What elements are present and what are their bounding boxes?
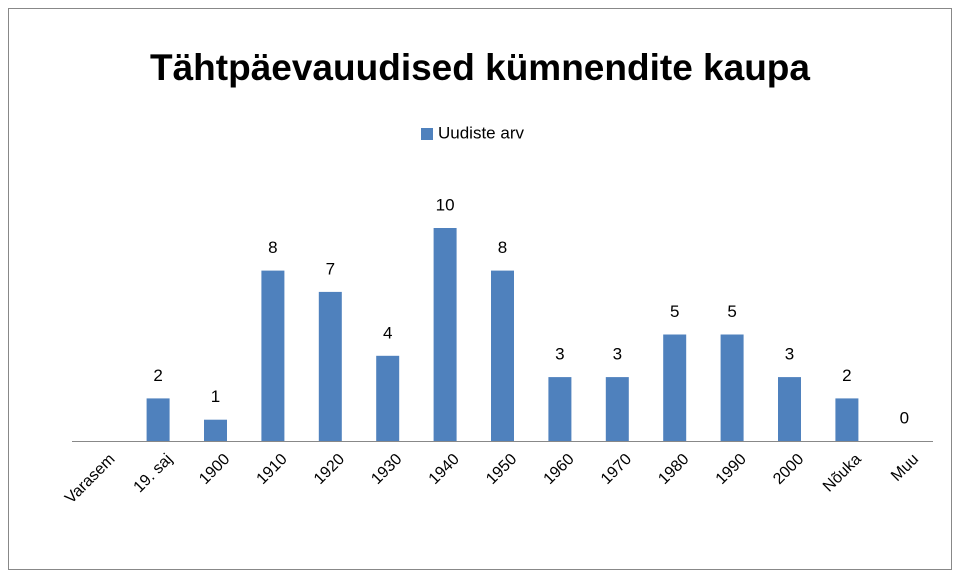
- data-label: 3: [555, 345, 564, 364]
- bar: [146, 398, 170, 441]
- bar: [433, 228, 457, 441]
- data-label: 3: [613, 345, 622, 364]
- data-label: 2: [153, 366, 162, 385]
- bar: [720, 334, 744, 441]
- bar: [491, 270, 514, 441]
- data-label: 5: [670, 302, 679, 321]
- data-label: 2: [842, 366, 851, 385]
- chart-title: Tähtpäevauudised kümnendite kaupa: [150, 47, 810, 88]
- bar: [548, 377, 572, 441]
- data-label: 4: [383, 323, 392, 342]
- data-label: 7: [326, 259, 335, 278]
- data-label: 8: [498, 238, 507, 257]
- bar: [605, 377, 629, 441]
- bar: [376, 355, 400, 441]
- bar: [663, 334, 687, 441]
- bar: [778, 377, 801, 441]
- data-label: 5: [727, 302, 736, 321]
- legend-label: Uudiste arv: [438, 123, 524, 142]
- chart-border: [8, 8, 952, 570]
- bar: [318, 291, 342, 441]
- legend-swatch: [421, 128, 433, 140]
- bar: [835, 398, 859, 441]
- data-label: 10: [436, 195, 455, 214]
- bar: [261, 270, 285, 441]
- data-label: 3: [785, 345, 794, 364]
- data-label: 1: [211, 387, 220, 406]
- data-label: 8: [268, 238, 277, 257]
- bar: [204, 419, 227, 441]
- data-label: 0: [900, 408, 909, 427]
